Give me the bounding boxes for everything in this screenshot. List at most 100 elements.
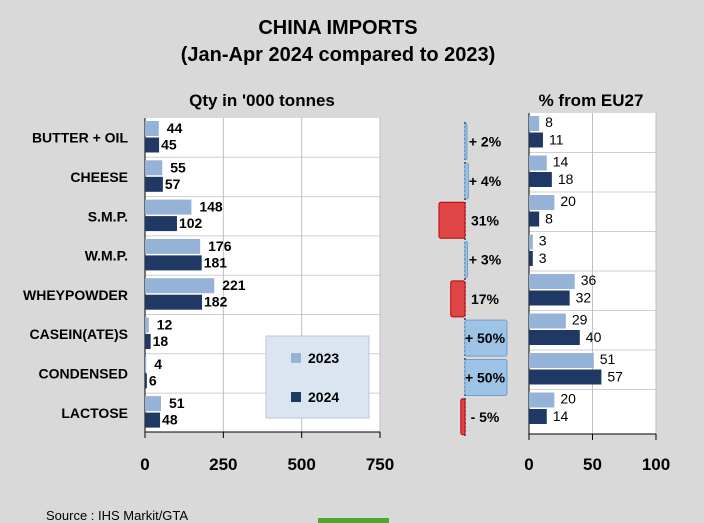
qty-value-2023: 176 xyxy=(208,238,232,254)
change-label: 17% xyxy=(471,291,500,307)
eu-value-2023: 51 xyxy=(600,351,616,367)
qty-value-2023: 44 xyxy=(167,120,183,136)
eu-value-2024: 3 xyxy=(539,250,547,266)
qty-bar-2024 xyxy=(145,334,151,349)
qty-bar-2023 xyxy=(145,160,163,176)
eu-bar-2023 xyxy=(529,116,540,131)
change-label: 31% xyxy=(471,212,500,228)
qty-value-2024: 181 xyxy=(204,254,228,270)
qty-bar-2024 xyxy=(145,216,177,232)
eu-value-2024: 32 xyxy=(576,290,592,306)
qty-bar-2024 xyxy=(145,255,202,271)
eu-tick-label: 50 xyxy=(583,455,602,474)
qty-value-2024: 57 xyxy=(165,176,181,192)
legend: 2023 2024 xyxy=(265,335,370,419)
qty-value-2024: 182 xyxy=(204,294,228,310)
legend-box xyxy=(265,335,370,419)
qty-bar-2023 xyxy=(145,396,161,412)
eu-bar-2024 xyxy=(529,211,540,227)
chart-subtitle: (Jan-Apr 2024 compared to 2023) xyxy=(181,44,496,66)
eu-tick-label: 0 xyxy=(524,455,533,474)
change-bar-increase xyxy=(464,319,508,357)
change-bar-decrease xyxy=(460,398,466,436)
change-label: + 2% xyxy=(469,134,502,150)
qty-value-2023: 4 xyxy=(154,356,162,372)
eu-bar-2024 xyxy=(529,132,543,148)
qty-value-2024: 102 xyxy=(179,215,203,231)
qty-tick-label: 500 xyxy=(287,455,315,474)
eu-value-2024: 14 xyxy=(553,408,569,424)
change-bar-increase xyxy=(464,123,468,161)
change-label: + 3% xyxy=(469,252,502,268)
qty-tick-label: 250 xyxy=(209,455,237,474)
eu-value-2023: 36 xyxy=(581,272,597,288)
change-label: + 50% xyxy=(465,369,506,385)
eu-bar-2023 xyxy=(529,274,575,289)
qty-value-2023: 51 xyxy=(169,395,185,411)
eu-bar-2023 xyxy=(529,234,533,250)
eu-bar-2024 xyxy=(529,172,552,187)
qty-value-2024: 6 xyxy=(149,372,157,388)
category-label: BUTTER + OIL xyxy=(32,130,129,146)
category-label: WHEYPOWDER xyxy=(23,287,128,303)
qty-bar-2023 xyxy=(145,238,201,254)
eu-bar-2023 xyxy=(529,353,594,368)
eu-value-2023: 20 xyxy=(560,193,576,209)
eu-bar-2024 xyxy=(529,330,580,345)
eu-value-2023: 3 xyxy=(539,233,547,249)
qty-bar-2024 xyxy=(145,176,163,192)
eu-value-2023: 29 xyxy=(572,312,588,328)
eu-panel-title: % from EU27 xyxy=(539,91,644,110)
eu-bar-2023 xyxy=(529,155,547,171)
qty-value-2024: 18 xyxy=(153,333,169,349)
eu-value-2023: 8 xyxy=(545,114,553,130)
eu-value-2024: 18 xyxy=(558,171,574,187)
category-label: CASEIN(ATE)S xyxy=(29,326,128,342)
qty-bar-2023 xyxy=(145,356,147,372)
change-bar-increase xyxy=(464,241,469,279)
qty-bar-2023 xyxy=(145,278,215,294)
qty-bar-2024 xyxy=(145,294,203,310)
category-label: LACTOSE xyxy=(61,405,128,421)
category-label: W.M.P. xyxy=(85,248,128,264)
legend-label-2024: 2024 xyxy=(308,389,339,405)
qty-tick-label: 0 xyxy=(140,455,149,474)
qty-value-2023: 12 xyxy=(157,317,173,333)
qty-bar-2023 xyxy=(145,199,192,215)
eu-value-2024: 57 xyxy=(607,369,623,385)
qty-value-2023: 148 xyxy=(199,199,223,215)
change-bar-decrease xyxy=(450,280,466,318)
qty-value-2024: 45 xyxy=(161,137,177,153)
eu-value-2024: 11 xyxy=(549,132,564,148)
source-note: Source : IHS Markit/GTA xyxy=(46,508,188,523)
qty-bar-2023 xyxy=(145,121,159,136)
chart-title: CHINA IMPORTS xyxy=(258,17,417,39)
category-label: CHEESE xyxy=(70,169,128,185)
eu-bar-2023 xyxy=(529,392,555,408)
change-label: - 5% xyxy=(471,409,500,425)
qty-bar-2024 xyxy=(145,373,147,389)
green-accent-bar xyxy=(318,518,389,523)
change-bar-decrease xyxy=(438,201,466,239)
legend-label-2023: 2023 xyxy=(308,350,339,366)
change-label: + 4% xyxy=(469,173,502,189)
change-bar-increase xyxy=(464,162,469,200)
qty-value-2024: 48 xyxy=(162,412,178,428)
eu-bar-2024 xyxy=(529,369,602,385)
qty-tick-label: 750 xyxy=(366,455,394,474)
qty-panel-title: Qty in '000 tonnes xyxy=(189,91,335,110)
qty-value-2023: 221 xyxy=(222,277,246,293)
eu-value-2024: 40 xyxy=(586,329,602,345)
qty-bar-2024 xyxy=(145,137,160,153)
eu-value-2023: 20 xyxy=(560,391,576,407)
category-label: S.M.P. xyxy=(88,208,128,224)
change-bar-increase xyxy=(464,358,508,396)
eu-bar-2024 xyxy=(529,290,570,306)
qty-bar-2023 xyxy=(145,317,149,333)
legend-swatch-2024 xyxy=(291,392,301,402)
eu-bar-2024 xyxy=(529,409,547,424)
qty-bar-2024 xyxy=(145,412,161,428)
